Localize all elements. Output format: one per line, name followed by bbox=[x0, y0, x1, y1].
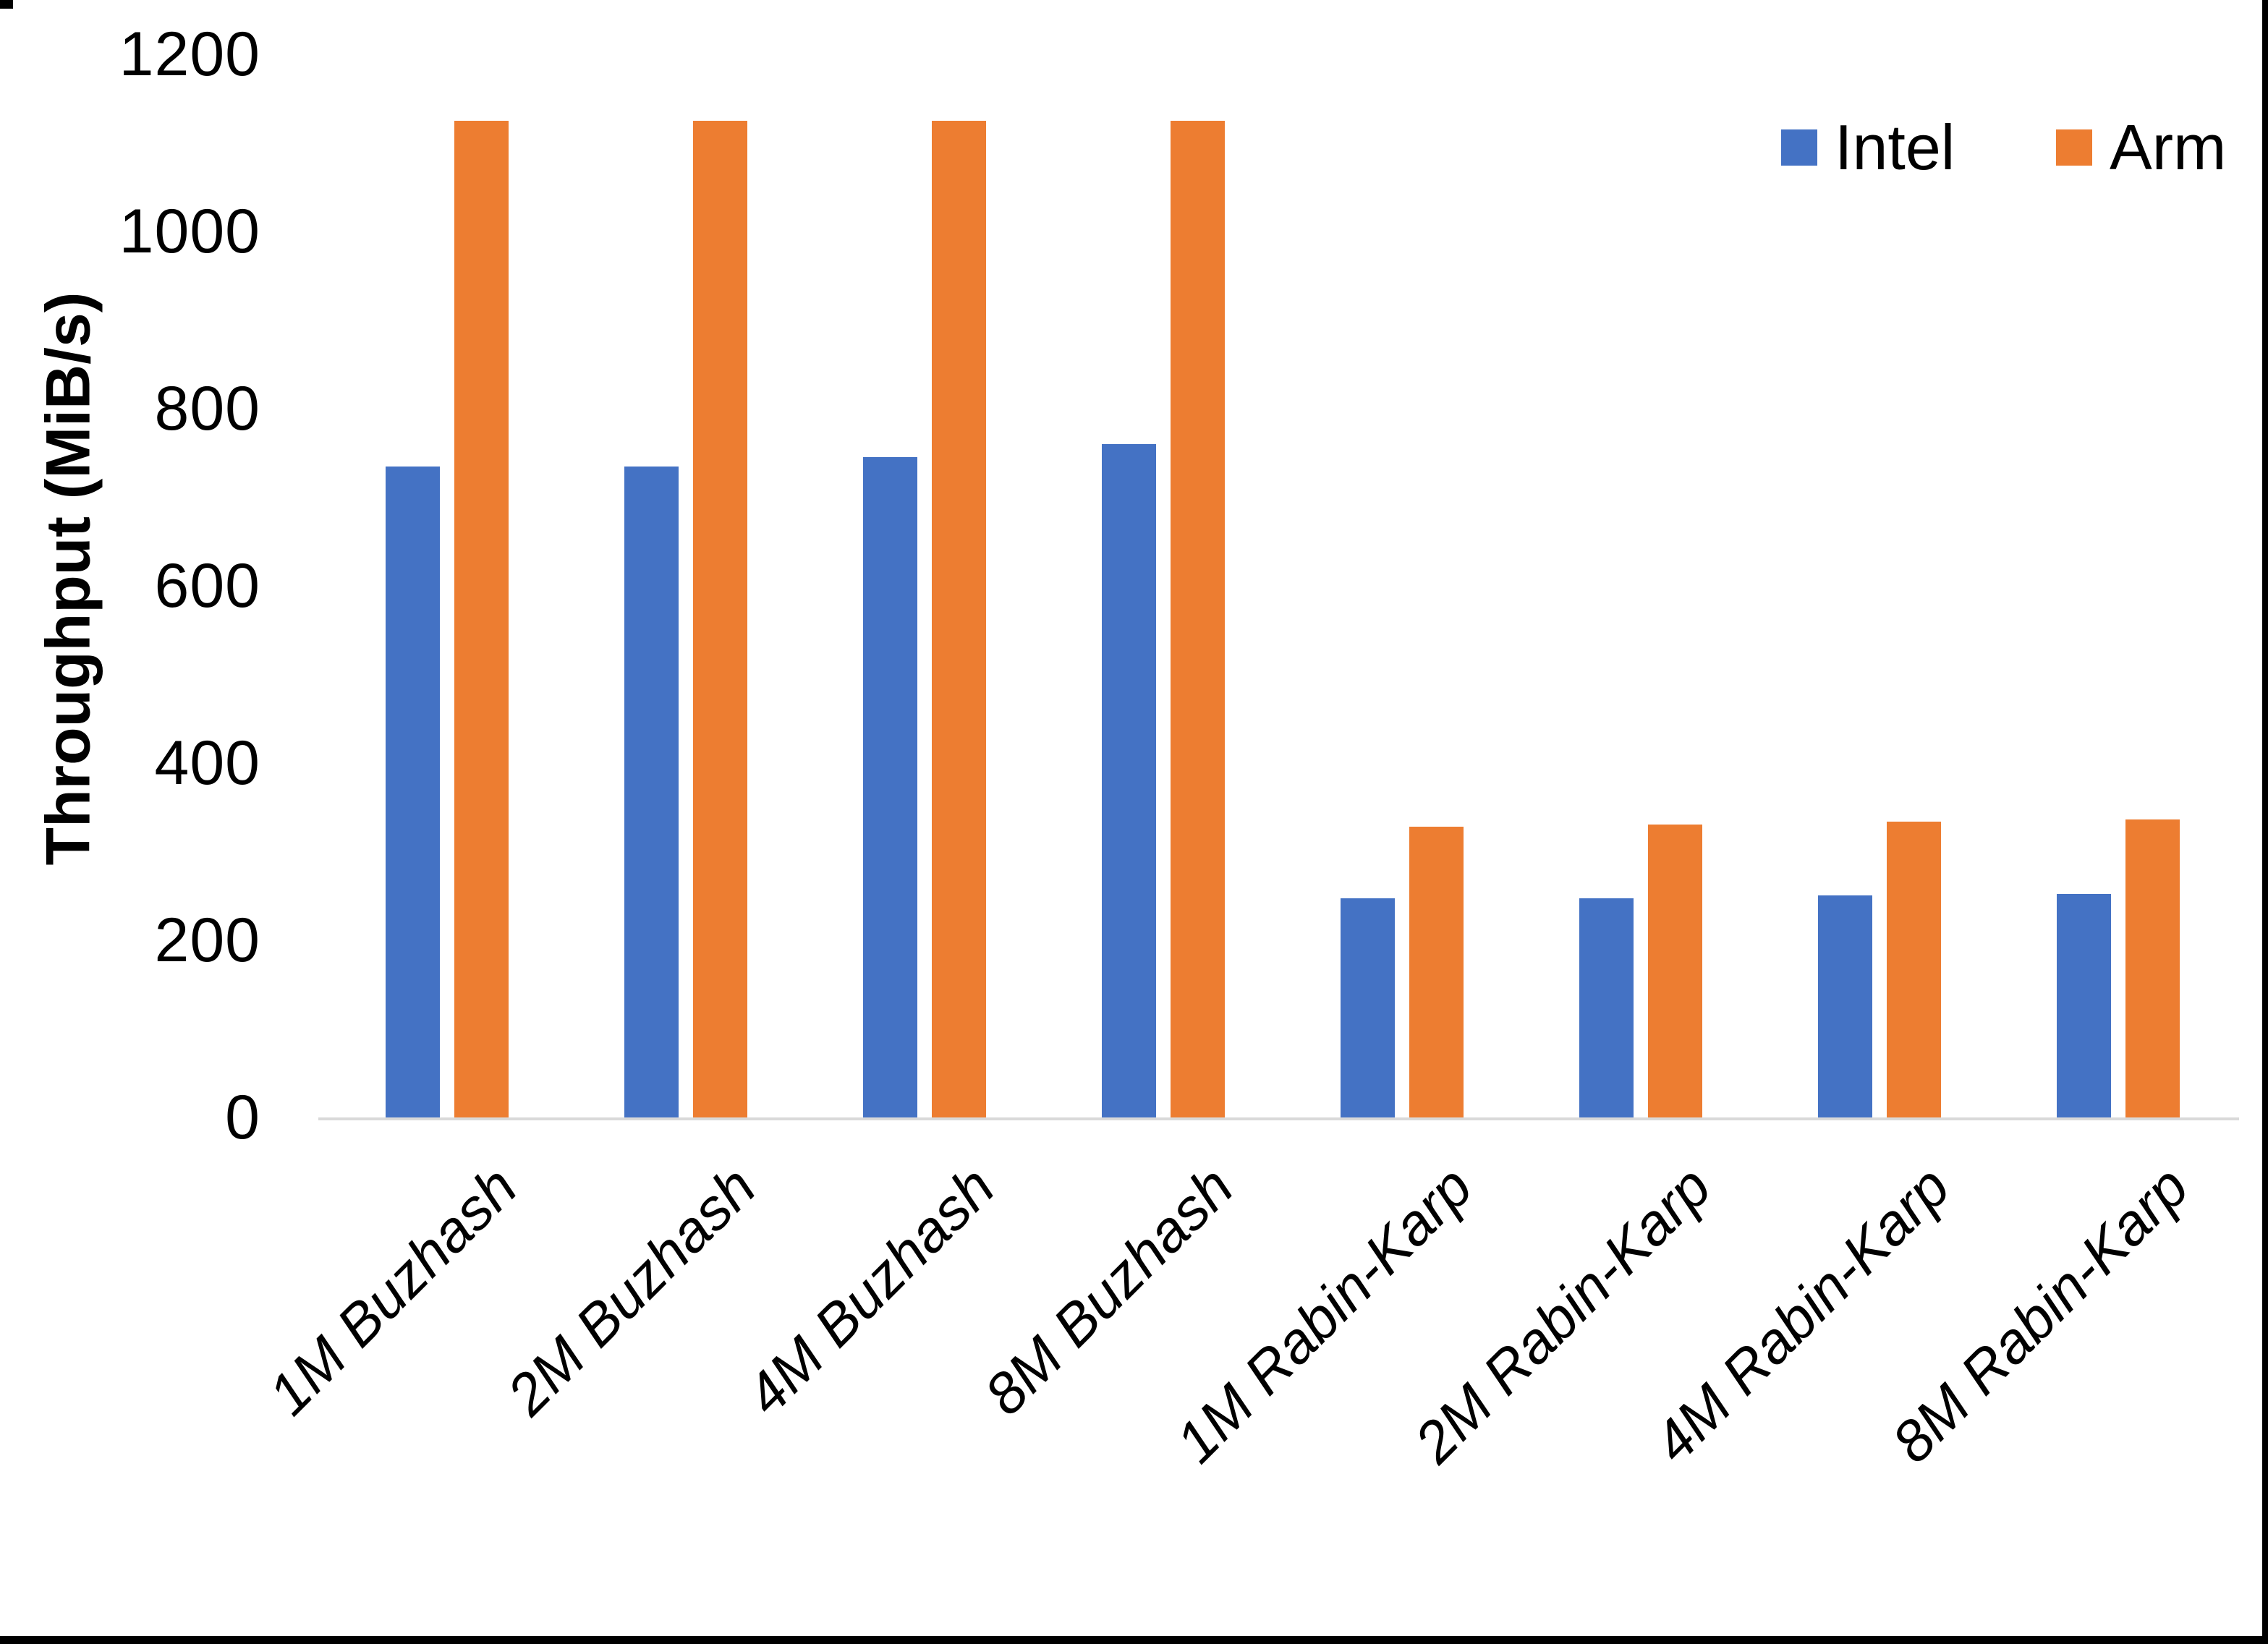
y-tick-label-600: 600 bbox=[154, 551, 260, 621]
legend-item-arm: Arm bbox=[2056, 113, 2226, 182]
x-label-text: 1M Buzhash bbox=[256, 1154, 530, 1428]
bar-intel-1m-rabin-karp bbox=[1341, 898, 1395, 1117]
y-tick-label-800: 800 bbox=[154, 374, 260, 443]
y-tick-label-1000: 1000 bbox=[119, 197, 260, 266]
bar-intel-2m-rabin-karp bbox=[1579, 898, 1634, 1117]
legend-item-intel: Intel bbox=[1781, 113, 1955, 182]
bar-arm-2m-buzhash bbox=[693, 120, 747, 1117]
x-label-text: 4M Buzhash bbox=[734, 1154, 1007, 1428]
bar-intel-8m-buzhash bbox=[1102, 444, 1156, 1117]
legend-swatch-intel bbox=[1781, 129, 1817, 166]
screenshot-bottom-border bbox=[0, 1636, 2268, 1644]
bar-arm-4m-buzhash bbox=[932, 120, 986, 1117]
x-label-text: 2M Buzhash bbox=[495, 1154, 768, 1428]
legend-label-arm: Arm bbox=[2110, 111, 2227, 183]
bar-intel-2m-buzhash bbox=[624, 466, 679, 1117]
bar-arm-2m-rabin-karp bbox=[1648, 824, 1702, 1117]
bar-intel-4m-buzhash bbox=[863, 457, 917, 1117]
legend-label-intel: Intel bbox=[1835, 111, 1955, 183]
y-tick-label-1200: 1200 bbox=[119, 20, 260, 89]
bar-intel-8m-rabin-karp bbox=[2057, 894, 2111, 1117]
x-axis-line bbox=[318, 1117, 2239, 1120]
y-tick-label-200: 200 bbox=[154, 906, 260, 975]
screenshot-right-border bbox=[2262, 0, 2268, 1644]
y-tick-label-0: 0 bbox=[225, 1083, 260, 1152]
bar-arm-8m-buzhash bbox=[1171, 120, 1225, 1117]
bar-arm-4m-rabin-karp bbox=[1887, 821, 1941, 1117]
bar-arm-1m-buzhash bbox=[454, 120, 509, 1117]
screenshot-corner-mark bbox=[0, 0, 13, 9]
bar-arm-1m-rabin-karp bbox=[1409, 827, 1464, 1117]
bar-intel-4m-rabin-karp bbox=[1818, 895, 1872, 1117]
legend-swatch-arm bbox=[2056, 129, 2092, 166]
bar-arm-8m-rabin-karp bbox=[2125, 819, 2180, 1117]
y-tick-label-400: 400 bbox=[154, 728, 260, 798]
bar-intel-1m-buzhash bbox=[386, 466, 440, 1117]
